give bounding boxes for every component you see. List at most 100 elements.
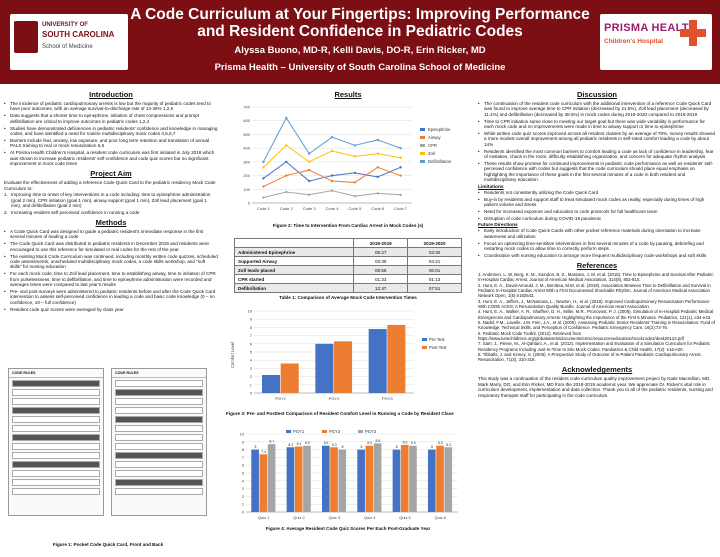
x-tick-label: Quiz 6 bbox=[435, 515, 447, 520]
code-card-front-title: CODE RULES bbox=[9, 369, 103, 378]
list-item: Data suggests that a shorter time to epi… bbox=[4, 113, 218, 124]
y-tick-label: 7 bbox=[242, 455, 245, 460]
table-row: Supported Airway 03:39 04:21 bbox=[233, 256, 462, 267]
bar-pgy1 bbox=[321, 445, 330, 513]
legend-swatch bbox=[422, 337, 427, 341]
data-point bbox=[262, 166, 265, 169]
data-point bbox=[376, 175, 379, 179]
y-tick-label: 8 bbox=[242, 447, 245, 452]
x-tick-label: Quiz 4 bbox=[364, 515, 376, 520]
bar-pre-test bbox=[262, 374, 281, 393]
data-point bbox=[307, 179, 311, 183]
figure2-line-chart: 0 100 200 300 400 500 600 700 Code 1 Code 2 Code 3… bbox=[243, 105, 451, 212]
list-item: Residents identified the most common bar… bbox=[478, 149, 716, 160]
series-line-epinephrine bbox=[263, 161, 401, 182]
data-point bbox=[399, 166, 402, 169]
x-tick-label: Quiz 1 bbox=[258, 515, 270, 520]
data-point bbox=[285, 174, 288, 177]
list-item: Pre- and post-surveys were administered … bbox=[4, 289, 218, 305]
bar-pgy3 bbox=[373, 443, 382, 513]
list-item: Early introduction of Code Quick Cards w… bbox=[478, 228, 716, 239]
legend-label: Epinephrine bbox=[428, 127, 451, 132]
bar-pre-test bbox=[368, 328, 387, 393]
future-directions-list: Early introduction of Code Quick Cards w… bbox=[478, 228, 716, 258]
data-point bbox=[307, 168, 311, 172]
list-item: While written code quiz scores improved … bbox=[478, 131, 716, 147]
methods-heading: Methods bbox=[95, 217, 127, 227]
bar-pgy3 bbox=[267, 444, 276, 513]
y-tick-label: 7 bbox=[250, 333, 253, 338]
y-tick-label: 3 bbox=[242, 486, 245, 491]
reference-item: 5. Nadel, F.M., Lavelle, J.M. Fein, J.A.… bbox=[478, 320, 716, 331]
data-point bbox=[399, 146, 402, 150]
prisma-logo-sub: Children's Hospital bbox=[604, 38, 663, 45]
usc-logo: UNIVERSITY OF SOUTH CAROLINA School of M… bbox=[10, 14, 128, 70]
data-point bbox=[330, 149, 334, 153]
list-item: For each mock code, time to Zoll lead pl… bbox=[4, 271, 218, 287]
legend-label: Post-Test bbox=[429, 345, 447, 350]
data-point bbox=[353, 181, 357, 184]
project-aim-list: 1. Improving time to onset of key interve… bbox=[4, 192, 218, 215]
data-point bbox=[285, 190, 288, 194]
table1-value: 06:01 bbox=[407, 265, 462, 276]
y-tick-label: 6 bbox=[250, 341, 253, 346]
data-point bbox=[353, 171, 357, 175]
legend-swatch bbox=[358, 430, 363, 434]
list-item: Studies have demonstrated deficiencies i… bbox=[4, 126, 218, 137]
y-tick-label: 5 bbox=[250, 349, 253, 354]
bar-post-test bbox=[334, 341, 353, 393]
table1-value: 03:30 bbox=[407, 247, 462, 258]
data-point bbox=[285, 160, 288, 164]
figure4-caption: Figure 4: Average Resident Code Quiz Sco… bbox=[265, 526, 431, 532]
y-tick-label: 8 bbox=[250, 325, 253, 330]
reference-item: 4. Hunt, E. A., Walker, A. R., Shaffner,… bbox=[478, 309, 714, 320]
table1-value: 03:39 bbox=[353, 256, 409, 267]
data-point bbox=[262, 177, 265, 180]
legend-swatch bbox=[420, 136, 425, 139]
list-item: The incidence of pediatric cardiopulmona… bbox=[4, 101, 218, 112]
data-label: 8 bbox=[360, 445, 362, 449]
discussion-heading: Discussion bbox=[576, 90, 617, 99]
discussion-list: The continuation of the resident code cu… bbox=[478, 101, 716, 183]
table1-value: 05:27 bbox=[353, 247, 409, 258]
poster-title: A Code Curriculum at Your Fingertips: Im… bbox=[130, 6, 590, 40]
data-label: 8 bbox=[254, 445, 256, 449]
usc-logo-line3: School of Medicine bbox=[42, 44, 93, 50]
column-middle: Results 0 100 200 300 400 500 600 700 Code 1 Code… bbox=[226, 88, 470, 532]
y-tick-label: 400 bbox=[243, 146, 250, 151]
reference-item: 6. Pediatric Mock Code Toolkit. (2012). … bbox=[478, 330, 684, 341]
table1-label: Supported Airway bbox=[233, 256, 355, 267]
acknowledgements-text: This study was a continuation of the res… bbox=[478, 376, 713, 398]
data-label: 8.3 bbox=[446, 443, 451, 447]
x-tick-label: Code 6 bbox=[371, 206, 385, 211]
table-row: CPR started 01:33 01:13 bbox=[233, 274, 462, 285]
legend-swatch bbox=[420, 160, 425, 163]
table-row: Zoll leads placed 06:56 06:01 bbox=[233, 265, 462, 276]
data-label: 8 bbox=[431, 445, 433, 449]
legend-label: PGY3 bbox=[365, 429, 377, 434]
project-aim-intro: Evaluate the effectiveness of adding a r… bbox=[4, 180, 216, 191]
list-item: The continuation of the resident code cu… bbox=[478, 101, 716, 117]
usc-logo-line1: UNIVERSITY OF bbox=[42, 22, 88, 28]
bar-pgy3 bbox=[303, 445, 311, 513]
table1: 2018-2019 2019-2020 Administered Epineph… bbox=[233, 238, 462, 294]
list-item: 2. Increasing resident self perceived con… bbox=[4, 209, 140, 215]
results-heading: Results bbox=[334, 90, 362, 99]
data-point bbox=[330, 135, 334, 139]
x-tick-label: Quiz 5 bbox=[399, 515, 411, 520]
data-point bbox=[262, 196, 265, 199]
x-tick-label: Code 2 bbox=[280, 206, 294, 211]
project-aim-heading: Project Aim bbox=[90, 169, 132, 179]
y-tick-label: 0 bbox=[250, 390, 253, 395]
column-left: Introduction The incidence of pediatric … bbox=[4, 88, 218, 314]
legend-swatch bbox=[420, 128, 425, 131]
data-label: 7.4 bbox=[261, 450, 266, 454]
y-tick-label: 3 bbox=[250, 366, 253, 371]
data-point bbox=[353, 194, 357, 198]
y-tick-label: 0 bbox=[242, 510, 245, 515]
list-item: These results show promise for continued… bbox=[478, 161, 716, 183]
table1-header-cell: 2019-2020 bbox=[407, 238, 462, 249]
legend-label: CPR bbox=[428, 143, 437, 148]
bar-pgy1 bbox=[427, 449, 436, 513]
y-tick-label: 1 bbox=[242, 502, 245, 507]
